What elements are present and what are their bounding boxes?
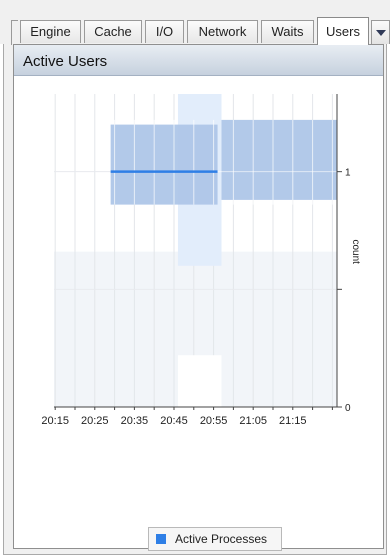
x-tick-label: 20:15 [41,415,69,427]
x-tick-label: 20:25 [81,415,109,427]
tab-engine[interactable]: Engine [20,20,81,43]
y-axis-label: count [350,239,361,264]
range-band-0 [110,124,218,205]
x-tick-label: 20:35 [121,415,149,427]
tab-network[interactable]: Network [187,20,258,43]
chevron-down-icon [375,29,386,36]
x-tick-label: 21:15 [279,415,307,427]
tab-users[interactable]: Users [317,17,369,45]
tab-overflow-button[interactable] [371,20,390,44]
y-tick-label: 1 [345,168,351,179]
legend-label: Active Processes [175,532,268,546]
chart-legend[interactable]: Active Processes [148,527,282,551]
active-users-chart: 0 1 count 20:15 20:25 20:35 20:45 20:55 21:05 21:… [41,94,361,427]
tab-waits[interactable]: Waits [261,20,314,43]
active-users-panel: Active Users 0 1 count 20:15 20:25 20:35 20:45… [13,44,384,551]
tab-cache[interactable]: Cache [84,20,142,43]
panel-title: Active Users [23,53,108,70]
legend-swatch [156,534,166,544]
x-tick-label: 20:55 [200,415,228,427]
tab-bar-left-edge [11,20,18,45]
y-tick-label: 0 [345,403,351,414]
tab-bar: Engine Cache I/O Network Waits Users [0,0,390,45]
panel-header: Active Users [14,45,383,76]
range-band-1 [221,119,337,200]
tab-io[interactable]: I/O [145,20,184,43]
x-tick-label: 20:45 [160,415,188,427]
highlight-gap [177,355,222,407]
x-tick-label: 21:05 [239,415,267,427]
